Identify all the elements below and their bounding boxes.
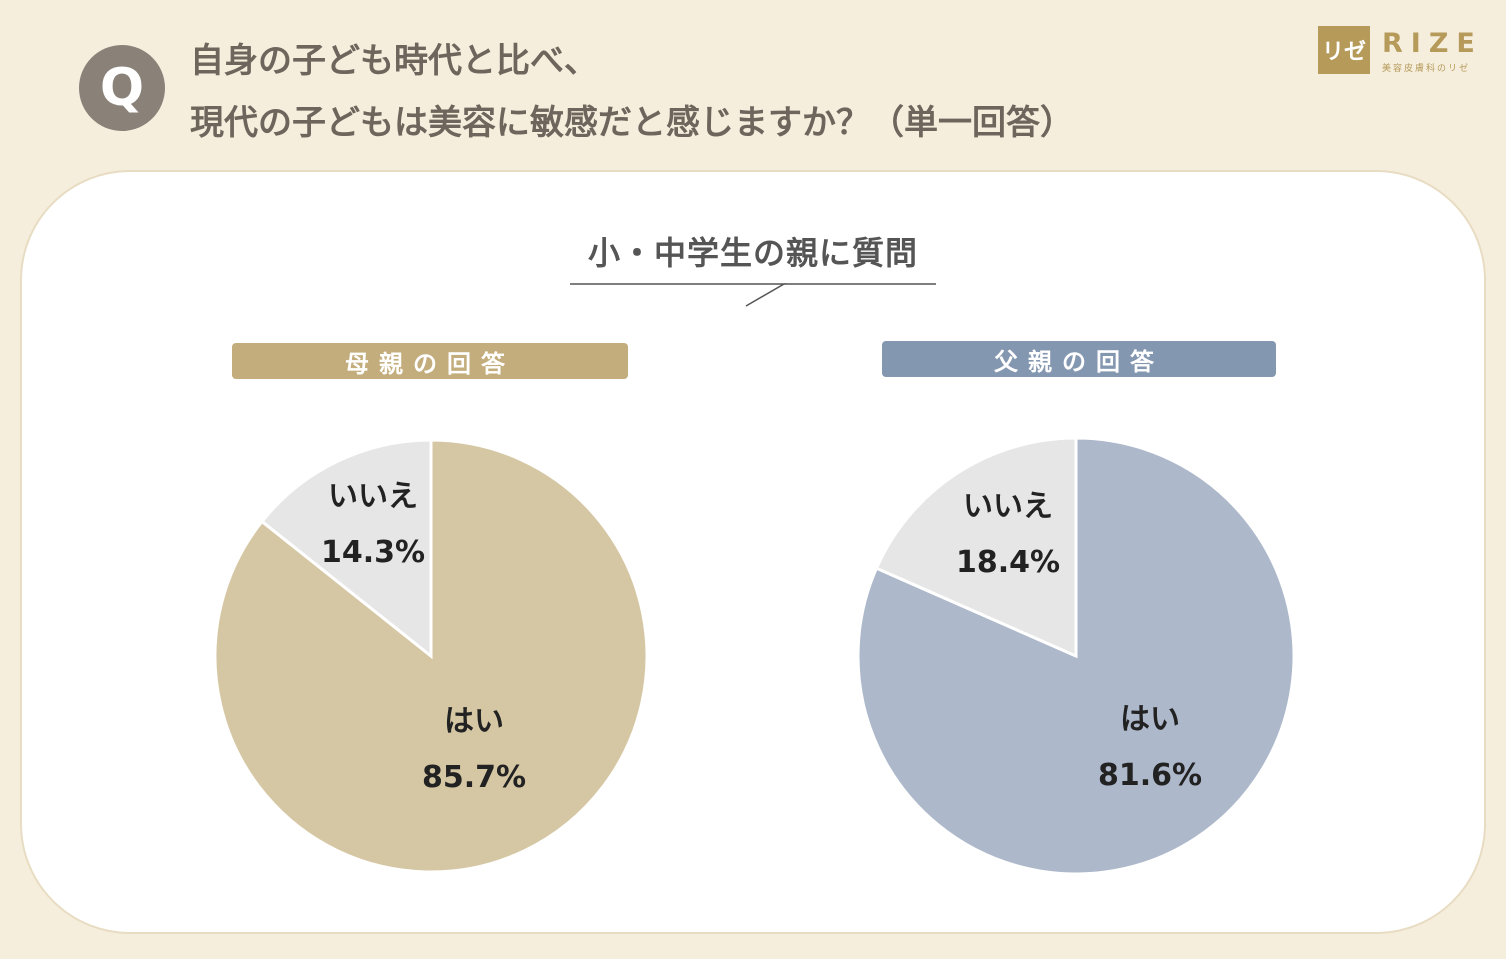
- mother-slice-label-no: いいえ 14.3%: [293, 477, 453, 573]
- mother-slice-label-yes: はい 85.7%: [394, 702, 554, 798]
- slice-percentage: 18.4%: [955, 545, 1061, 580]
- question-text: 自身の子ども時代と比べ、 現代の子どもは美容に敏感だと感じますか？（単一回答）: [190, 30, 1074, 154]
- slice-category: いいえ: [963, 489, 1053, 524]
- father-chart-title: 父親の回答: [882, 341, 1276, 377]
- logo-mark: リゼ: [1318, 26, 1370, 74]
- brand-logo: リゼ RIZE 美容皮膚科のリゼ: [1318, 26, 1488, 76]
- mother-pie-slice-yes: [213, 438, 649, 874]
- mother-pie-slice-no: [259, 438, 433, 660]
- slice-percentage: 81.6%: [1097, 758, 1203, 793]
- question-line-2: 現代の子どもは美容に敏感だと感じますか？（単一回答）: [190, 103, 1074, 143]
- question-badge: Q: [79, 45, 165, 131]
- slice-category: はい: [444, 704, 504, 739]
- father-pie: [856, 436, 1296, 876]
- chart-subtitle: 小・中学生の親に質問: [587, 234, 918, 272]
- question-line-1: 自身の子ども時代と比べ、: [190, 41, 598, 81]
- slice-percentage: 14.3%: [320, 535, 426, 570]
- slice-category: はい: [1120, 702, 1180, 737]
- mother-chart-title: 母親の回答: [232, 343, 628, 379]
- slice-category: いいえ: [328, 479, 418, 514]
- mother-pie: [213, 438, 649, 874]
- father-slice-label-yes: はい 81.6%: [1070, 700, 1230, 796]
- logo-wordmark: RIZE: [1382, 28, 1483, 59]
- logo-subtext: 美容皮膚科のリゼ: [1382, 64, 1471, 74]
- father-slice-label-no: いいえ 18.4%: [928, 487, 1088, 583]
- father-pie-slice-no: [874, 436, 1078, 659]
- slice-percentage: 85.7%: [421, 760, 527, 795]
- subtitle-callout-line: [570, 282, 936, 307]
